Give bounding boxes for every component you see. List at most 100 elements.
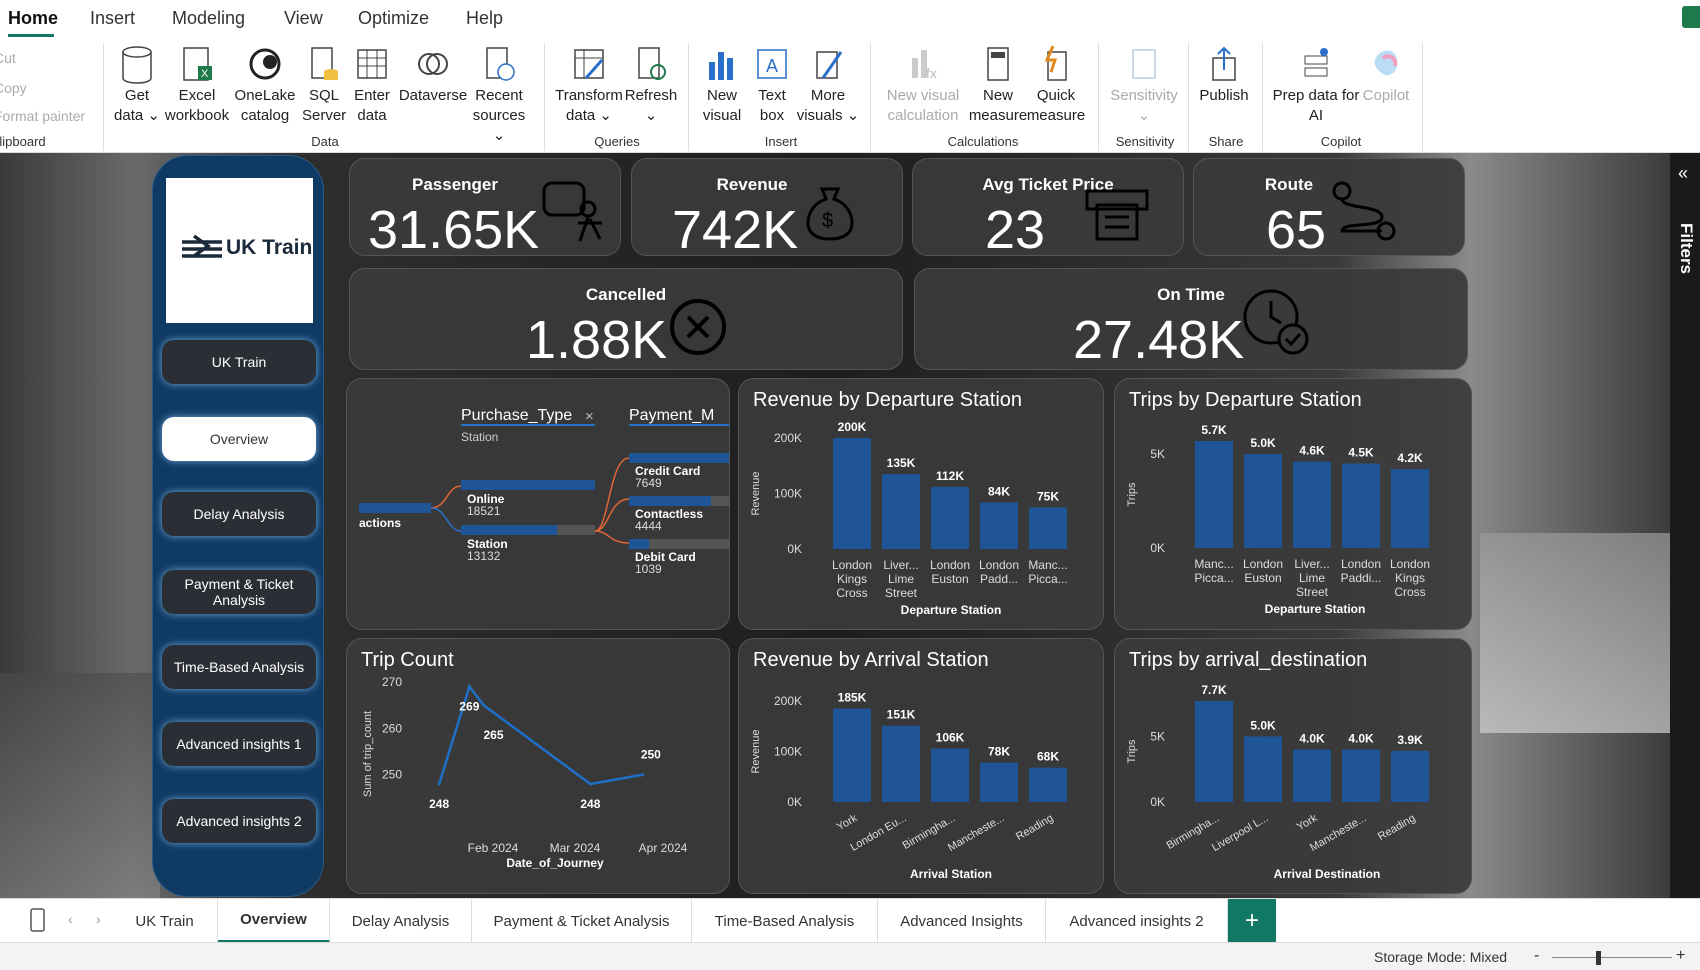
tab-advanced-insights-2[interactable]: Advanced insights 2 bbox=[1046, 899, 1228, 943]
decomp-contactless-bar bbox=[629, 496, 711, 506]
nav-delay-analysis[interactable]: Delay Analysis bbox=[162, 492, 316, 536]
new-visual-button[interactable]: New visual bbox=[698, 44, 746, 126]
y-tick-label: 0K bbox=[1150, 541, 1165, 555]
new-measure-button[interactable]: New measure bbox=[966, 44, 1030, 126]
data-label: 151K bbox=[887, 708, 916, 722]
data-label: 269 bbox=[459, 700, 479, 714]
mobile-layout-icon bbox=[30, 908, 45, 932]
bar bbox=[1195, 441, 1233, 548]
chart-trips-arrival[interactable]: Trips by arrival_destination 0K 5K Trips 7.… bbox=[1114, 638, 1472, 894]
text-box-icon: A bbox=[757, 49, 787, 79]
publish-button[interactable]: Publish bbox=[1196, 44, 1252, 106]
chart-trips-departure[interactable]: Trips by Departure Station 0K 5K Trips 5.7K… bbox=[1114, 378, 1472, 630]
nav-advanced-1[interactable]: Advanced insights 1 bbox=[162, 722, 316, 766]
nav-uk-train[interactable]: UK Train bbox=[162, 340, 316, 384]
enter-data-button[interactable]: Enter data bbox=[350, 44, 394, 126]
data-label: 4.2K bbox=[1397, 451, 1423, 465]
ribbon-separator bbox=[1262, 43, 1263, 151]
group-data: Data bbox=[311, 134, 339, 149]
data-label: 75K bbox=[1037, 489, 1059, 503]
kpi-value: 27.48K bbox=[1073, 310, 1245, 370]
menu-modeling[interactable]: Modeling bbox=[172, 8, 246, 28]
cut-button[interactable]: Cut bbox=[0, 50, 16, 66]
x-tick-label: Street bbox=[1296, 585, 1329, 599]
ribbon-separator bbox=[1188, 43, 1189, 151]
tab-overview[interactable]: Overview bbox=[218, 899, 330, 943]
nav-time-based[interactable]: Time-Based Analysis bbox=[162, 645, 316, 689]
sql-server-button[interactable]: SQL Server bbox=[302, 44, 346, 126]
data-point bbox=[641, 773, 645, 777]
decomp-svg: Purchase_Type × Station Payment_M action… bbox=[359, 407, 729, 576]
chart-trip-count[interactable]: Trip Count 250 260 270 Sum of trip_count 248… bbox=[346, 638, 730, 894]
sensitivity-button[interactable]: Sensitivity ⌄ bbox=[1106, 44, 1182, 126]
group-copilot: Copilot bbox=[1320, 134, 1362, 149]
tab-delay-analysis[interactable]: Delay Analysis bbox=[330, 899, 472, 943]
quick-measure-button[interactable]: Quick measure bbox=[1024, 44, 1088, 126]
kpi-route[interactable]: Route 65 bbox=[1193, 158, 1465, 260]
x-tick-label: Euston bbox=[931, 572, 968, 586]
chart-revenue-arrival[interactable]: Revenue by Arrival Station 0K 100K 200K Rev… bbox=[738, 638, 1104, 894]
chart-revenue-departure[interactable]: Revenue by Departure Station 0K 100K 200K R… bbox=[738, 378, 1104, 630]
zoom-slider-thumb[interactable] bbox=[1596, 951, 1601, 965]
more-visuals-button[interactable]: More visuals ⌄ bbox=[796, 44, 860, 126]
nav-payment-ticket[interactable]: Payment & Ticket Analysis bbox=[162, 570, 316, 614]
group-calculations: Calculations bbox=[947, 134, 1019, 149]
add-page-button[interactable]: + bbox=[1228, 899, 1276, 943]
get-data-button[interactable]: Get data ⌄ bbox=[114, 44, 160, 126]
kpi-on-time[interactable]: On Time 27.48K bbox=[914, 268, 1468, 370]
tab-payment-ticket[interactable]: Payment & Ticket Analysis bbox=[472, 899, 692, 943]
rail-logo-icon bbox=[182, 234, 222, 258]
tab-uk-train[interactable]: UK Train bbox=[112, 899, 218, 943]
refresh-button[interactable]: Refresh ⌄ bbox=[624, 44, 678, 126]
copy-button[interactable]: Copy bbox=[0, 80, 27, 96]
kpi-value: 742K bbox=[672, 200, 799, 260]
bar bbox=[1195, 701, 1233, 802]
menu-help[interactable]: Help bbox=[466, 8, 504, 28]
text-box-button[interactable]: A Text box bbox=[750, 44, 794, 126]
kpi-cancelled[interactable]: Cancelled 1.88K bbox=[349, 268, 903, 370]
tab-next-icon[interactable]: › bbox=[96, 911, 101, 927]
kpi-passenger[interactable]: Passenger 31.65K bbox=[349, 158, 621, 260]
prep-data-button[interactable]: Prep data for AI bbox=[1270, 44, 1362, 126]
kpi-avg-ticket-price[interactable]: Avg Ticket Price 23 bbox=[912, 158, 1184, 260]
bar bbox=[1342, 749, 1380, 802]
format-painter-button[interactable]: Format painter bbox=[0, 108, 86, 124]
decomp-header-sub: Station bbox=[461, 430, 498, 444]
zoom-out-icon[interactable]: - bbox=[1534, 947, 1540, 964]
new-visual-calculation-button[interactable]: fx New visual calculation bbox=[880, 44, 966, 126]
tab-prev-icon[interactable]: ‹ bbox=[68, 911, 73, 927]
zoom-in-icon[interactable]: + bbox=[1676, 947, 1686, 964]
sql-server-icon bbox=[311, 47, 338, 80]
tab-advanced-insights[interactable]: Advanced Insights bbox=[878, 899, 1046, 943]
menu-home[interactable]: Home bbox=[8, 8, 59, 28]
decomp-link bbox=[594, 457, 630, 532]
bar bbox=[1029, 507, 1067, 549]
recent-sources-button[interactable]: Recent sources ⌄ bbox=[466, 44, 532, 146]
filters-pane[interactable]: « Filters bbox=[1670, 153, 1700, 898]
kpi-label: Revenue bbox=[716, 175, 788, 194]
data-label: 135K bbox=[887, 456, 916, 470]
excel-corner-icon[interactable] bbox=[1682, 6, 1700, 28]
decomp-contactless-remainder bbox=[711, 496, 729, 506]
kpi-revenue[interactable]: Revenue 742K $ bbox=[631, 158, 903, 260]
nav-overview[interactable]: Overview bbox=[162, 417, 316, 461]
zoom-slider[interactable] bbox=[1552, 957, 1672, 958]
logo: UK Train bbox=[166, 178, 313, 323]
tab-time-based[interactable]: Time-Based Analysis bbox=[692, 899, 878, 943]
transform-data-button[interactable]: Transform data ⌄ bbox=[554, 44, 624, 126]
excel-workbook-button[interactable]: X Excel workbook bbox=[162, 44, 232, 126]
clock-check-icon bbox=[1243, 289, 1309, 355]
data-point bbox=[437, 782, 441, 786]
menu-view[interactable]: View bbox=[284, 8, 323, 28]
bar bbox=[980, 762, 1018, 802]
decomposition-tree[interactable]: Purchase_Type × Station Payment_M action… bbox=[346, 378, 730, 630]
collapse-icon[interactable]: « bbox=[1678, 163, 1689, 183]
copilot-button[interactable]: Copilot bbox=[1356, 44, 1416, 106]
nav-advanced-2[interactable]: Advanced insights 2 bbox=[162, 799, 316, 843]
group-share: Share bbox=[1208, 134, 1244, 149]
dataverse-button[interactable]: Dataverse bbox=[398, 44, 468, 106]
x-axis-label: Date_of_Journey bbox=[506, 856, 604, 870]
menu-insert[interactable]: Insert bbox=[90, 8, 136, 28]
onelake-catalog-button[interactable]: OneLake catalog bbox=[234, 44, 296, 126]
menu-optimize[interactable]: Optimize bbox=[358, 8, 430, 28]
